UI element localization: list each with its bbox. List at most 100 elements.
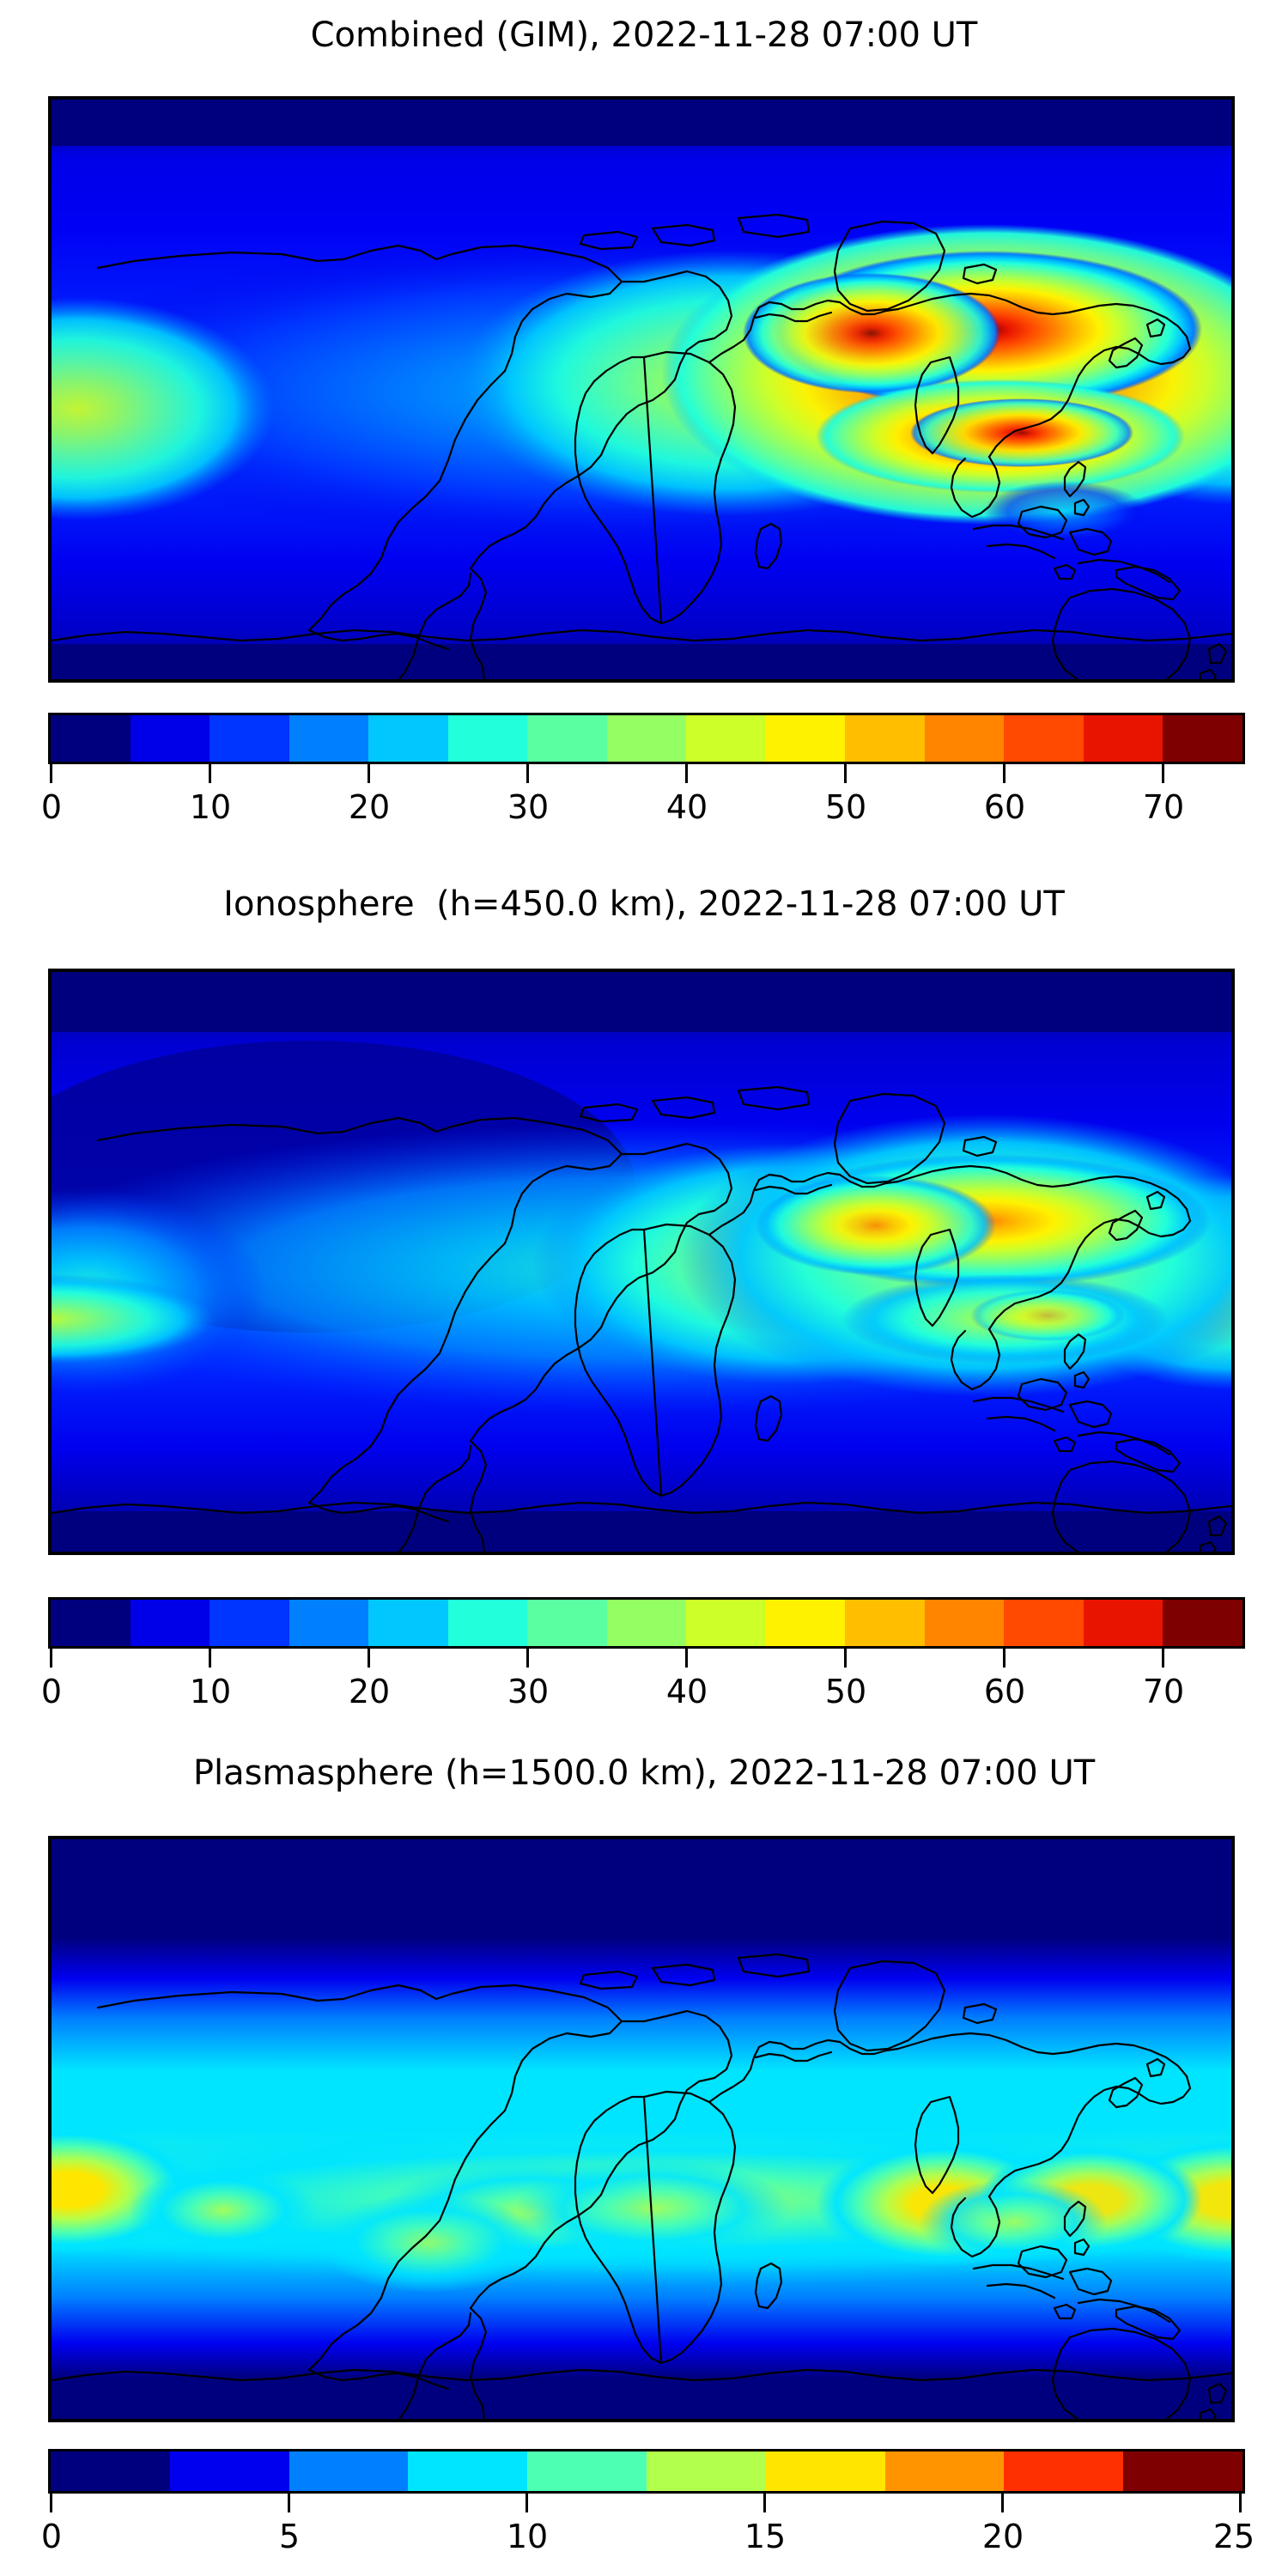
colorbar-band bbox=[1004, 1600, 1084, 1646]
tick-label: 0 bbox=[40, 2518, 63, 2555]
colorbar-band bbox=[210, 715, 289, 762]
colorbar-band bbox=[447, 715, 528, 762]
colorbar-band bbox=[1083, 715, 1163, 762]
tick-mark bbox=[526, 764, 529, 783]
tick-label: 0 bbox=[40, 788, 63, 826]
indonesia-patch bbox=[919, 2179, 1108, 2265]
south-america-patch bbox=[318, 2193, 541, 2293]
secondary-peak bbox=[743, 273, 1000, 393]
colorbar-band bbox=[606, 1600, 687, 1646]
tick-label: 60 bbox=[983, 1673, 1026, 1710]
tick-label: 25 bbox=[1212, 2518, 1255, 2555]
colorbar-band bbox=[169, 2451, 289, 2491]
colorbar-band bbox=[1004, 715, 1084, 762]
colorbar-band bbox=[210, 1600, 289, 1646]
colorbar-band bbox=[130, 715, 210, 762]
tick-mark bbox=[50, 2494, 52, 2512]
colorbar-band bbox=[924, 1600, 1005, 1646]
colorbar-gradient-plasmasphere bbox=[48, 2449, 1245, 2494]
colorbar-band bbox=[1083, 1600, 1163, 1646]
colorbar-band bbox=[1163, 715, 1242, 762]
colorbar-band bbox=[368, 715, 448, 762]
tick-mark bbox=[844, 764, 847, 783]
polar-cap-north bbox=[52, 972, 1231, 1032]
southern-crest-core bbox=[970, 1290, 1125, 1341]
tick-label: 20 bbox=[348, 1673, 391, 1710]
colorbar-ionosphere: 0 10 20 30 40 50 60 70 bbox=[41, 1597, 1245, 1717]
tick-label: 0 bbox=[40, 1673, 63, 1710]
tick-mark bbox=[763, 2494, 766, 2512]
colorbar-band bbox=[51, 1600, 131, 1646]
colorbar-band bbox=[527, 2451, 647, 2491]
tick-mark bbox=[1003, 764, 1005, 783]
map-canvas-ionosphere bbox=[52, 972, 1231, 1552]
panel-title-plasmasphere: Plasmasphere (h=1500.0 km), 2022-11-28 0… bbox=[192, 1753, 1096, 1793]
colorbar-gradient-ionosphere bbox=[48, 1597, 1245, 1649]
colorbar-band bbox=[289, 715, 369, 762]
southern-crest-core bbox=[910, 398, 1133, 467]
map-plasmasphere bbox=[48, 1836, 1235, 2422]
pacific-dusk-ridge bbox=[52, 297, 275, 520]
secondary-peak bbox=[756, 1176, 996, 1275]
tick-label: 70 bbox=[1142, 788, 1185, 826]
tick-label: 70 bbox=[1142, 1673, 1185, 1710]
colorbar-band bbox=[408, 2451, 528, 2491]
tick-mark bbox=[209, 764, 211, 783]
polar-cap-north bbox=[52, 100, 1231, 146]
tick-mark bbox=[1162, 764, 1164, 783]
tick-label: 60 bbox=[983, 788, 1026, 826]
tick-mark bbox=[526, 1649, 529, 1668]
colorbar-band bbox=[447, 1600, 528, 1646]
tick-mark bbox=[288, 2494, 290, 2512]
tick-mark bbox=[50, 764, 52, 783]
tick-mark bbox=[844, 1649, 847, 1668]
colorbar-band bbox=[368, 1600, 448, 1646]
tick-mark bbox=[1003, 1649, 1005, 1668]
tick-mark bbox=[50, 1649, 52, 1668]
panel-title-combined-gim: Combined (GIM), 2022-11-28 07:00 UT bbox=[310, 15, 978, 55]
tick-label: 50 bbox=[824, 1673, 867, 1710]
colorbar-band bbox=[606, 715, 687, 762]
tick-mark bbox=[209, 1649, 211, 1668]
colorbar-band bbox=[646, 2451, 766, 2491]
tick-label: 40 bbox=[665, 788, 708, 826]
colorbar-band bbox=[289, 1600, 369, 1646]
tick-label: 40 bbox=[665, 1673, 708, 1710]
colorbar-band bbox=[289, 2451, 409, 2491]
tick-label: 20 bbox=[981, 2518, 1024, 2555]
colorbar-band bbox=[130, 1600, 210, 1646]
tick-mark bbox=[1001, 2494, 1004, 2512]
colorbar-band bbox=[686, 1600, 766, 1646]
map-combined-gim bbox=[48, 96, 1235, 683]
panel-title-ionosphere: Ionosphere (h=450.0 km), 2022-11-28 07:0… bbox=[223, 884, 1065, 924]
coastlines bbox=[52, 213, 1231, 679]
panel-plasmasphere: Plasmasphere (h=1500.0 km), 2022-11-28 0… bbox=[0, 1735, 1288, 2576]
tick-label: 15 bbox=[744, 2518, 787, 2555]
coastlines bbox=[52, 1953, 1231, 2419]
colorbar-gradient-combined-gim bbox=[48, 713, 1245, 764]
tick-label: 30 bbox=[507, 1673, 550, 1710]
tick-label: 5 bbox=[278, 2518, 301, 2555]
colorbar-band bbox=[51, 2451, 170, 2491]
tick-mark bbox=[685, 1649, 688, 1668]
colorbar-plasmasphere: 0 5 10 15 20 25 bbox=[41, 2449, 1255, 2569]
colorbar-band bbox=[527, 1600, 607, 1646]
tick-label: 10 bbox=[189, 788, 232, 826]
colorbar-band bbox=[51, 715, 131, 762]
tick-label: 20 bbox=[348, 788, 391, 826]
tick-mark bbox=[685, 764, 688, 783]
colorbar-band bbox=[1123, 2451, 1242, 2491]
panel-ionosphere: Ionosphere (h=450.0 km), 2022-11-28 07:0… bbox=[0, 867, 1288, 1726]
colorbar-band bbox=[845, 715, 925, 762]
colorbar-band bbox=[884, 2451, 1005, 2491]
colorbar-band bbox=[1163, 1600, 1242, 1646]
colorbar-band bbox=[765, 1600, 846, 1646]
east-pacific-patch bbox=[129, 2166, 318, 2255]
tick-mark bbox=[368, 1649, 370, 1668]
colorbar-band bbox=[765, 2451, 885, 2491]
map-canvas-plasmasphere bbox=[52, 1839, 1231, 2419]
southern-crest bbox=[52, 1274, 215, 1364]
panel-combined-gim: Combined (GIM), 2022-11-28 07:00 UT bbox=[0, 0, 1288, 859]
colorbar-band bbox=[765, 715, 846, 762]
